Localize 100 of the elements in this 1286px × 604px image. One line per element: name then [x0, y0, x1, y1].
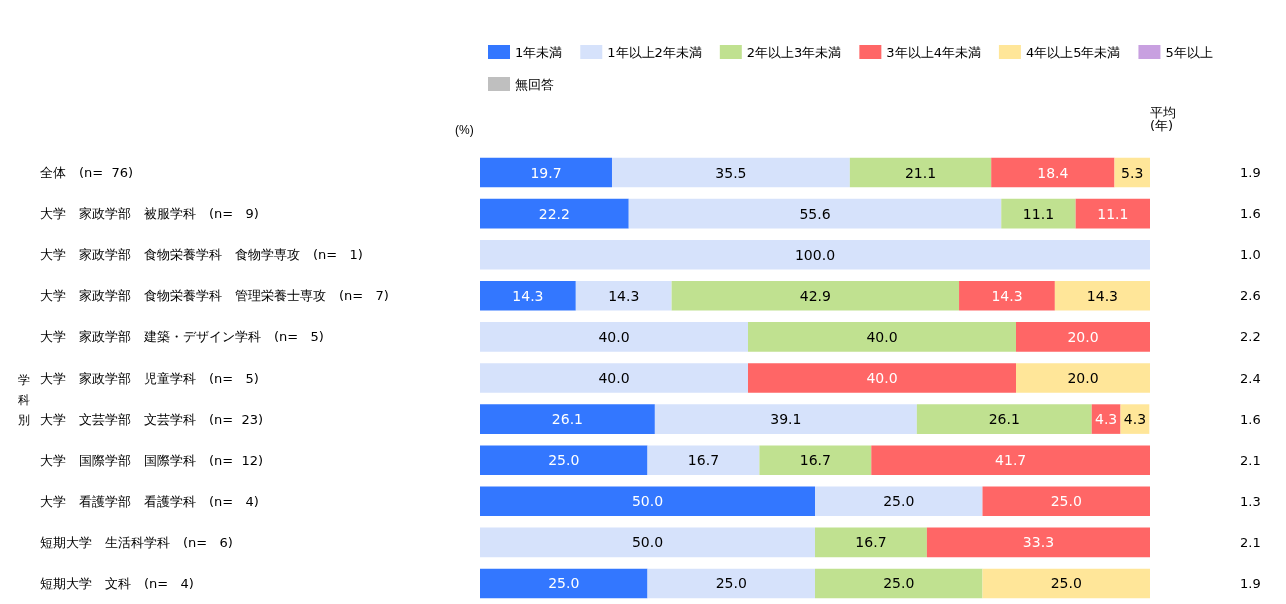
text: 学科別 — [18, 373, 30, 427]
data-label: 42.9 — [799, 287, 831, 304]
data-label: 11.1 — [1022, 205, 1055, 222]
y2-tick-label: 2.1 — [1240, 534, 1261, 550]
data-label: 4.3 — [1094, 411, 1118, 428]
bar — [1054, 281, 1150, 311]
data-label: 25.0 — [883, 493, 915, 510]
bar — [654, 404, 917, 434]
bar — [815, 568, 983, 599]
data-label: 35.5 — [715, 164, 747, 181]
y-tick-label: 大学 家政学部 食物栄養学科 食物学専攻 (n= 1) — [40, 247, 363, 263]
bar — [815, 486, 983, 517]
data-label: 16.7 — [855, 534, 887, 551]
data-label: 22.2 — [538, 205, 570, 222]
bar — [748, 322, 1016, 352]
bar — [1001, 198, 1076, 229]
y-tick-label: 大学 家政学部 建築・デザイン学科 (n= 5) — [40, 329, 324, 345]
data-label: 20.0 — [1067, 328, 1099, 345]
y2-tick-label: 2.2 — [1240, 329, 1261, 345]
bar — [611, 157, 850, 188]
y2-tick-label: 2.4 — [1240, 370, 1261, 386]
data-label: 21.1 — [904, 164, 937, 181]
legend-label: 1年以上2年未満 — [607, 44, 702, 60]
data-label: 16.7 — [687, 452, 720, 469]
data-label: 55.6 — [799, 205, 831, 222]
bar — [647, 568, 815, 599]
data-label: 14.3 — [608, 287, 640, 304]
data-label: 26.1 — [988, 411, 1020, 428]
y2-tick-label: 2.1 — [1240, 452, 1261, 468]
bar — [480, 568, 648, 599]
bar — [671, 281, 960, 311]
data-label: 39.1 — [770, 411, 802, 428]
bar — [628, 198, 1002, 229]
bar — [916, 404, 1092, 434]
y2-axis-title: 平均 (年) — [1150, 105, 1176, 133]
data-label: 20.0 — [1067, 370, 1099, 386]
data-label: 25.0 — [1050, 493, 1082, 510]
bar — [480, 198, 629, 229]
data-label: 40.0 — [866, 370, 898, 386]
legend-label: 3年以上4年未満 — [886, 44, 981, 60]
bar — [480, 322, 748, 352]
y2-tick-label: 1.3 — [1240, 493, 1261, 509]
y-tick-label: 全体 (n= 76) — [40, 165, 134, 181]
data-label: 40.0 — [598, 370, 630, 386]
y2-tick-label: 2.6 — [1240, 288, 1261, 304]
bar — [815, 527, 927, 558]
data-label: 14.3 — [512, 287, 544, 304]
data-label: 19.7 — [530, 164, 562, 181]
legend-label: 5年以上 — [1165, 44, 1213, 60]
bar — [480, 486, 815, 517]
data-label: 25.0 — [548, 452, 580, 469]
text: (%) — [455, 123, 474, 137]
y-tick-label: 大学 家政学部 被服学科 (n= 9) — [40, 206, 259, 222]
data-label: 16.7 — [799, 452, 831, 469]
y2-tick-label: 1.9 — [1240, 165, 1261, 181]
data-label: 25.0 — [1050, 575, 1082, 592]
y2-tick-label: 1.6 — [1240, 411, 1261, 427]
bar — [480, 445, 648, 475]
y-tick-label: 短期大学 文科 (n= 4) — [40, 575, 194, 591]
bar — [480, 363, 748, 393]
legend-label: 1年未満 — [515, 44, 563, 60]
bar — [849, 157, 992, 188]
bar — [575, 281, 672, 311]
y2-tick-label: 1.0 — [1240, 247, 1261, 263]
legend-label: 4年以上5年未満 — [1025, 44, 1121, 60]
bar — [748, 363, 1016, 393]
data-label: 25.0 — [715, 575, 747, 592]
data-label: 18.4 — [1037, 164, 1069, 181]
data-label: 33.3 — [1022, 534, 1055, 551]
bar — [926, 527, 1150, 558]
data-label: 40.0 — [866, 328, 898, 345]
bar — [480, 404, 655, 434]
bar — [991, 157, 1115, 188]
legend-label: 無回答 — [515, 76, 554, 92]
legend-label: 2年以上3年未満 — [746, 44, 842, 60]
data-label: 50.0 — [631, 493, 664, 510]
y-tick-label: 短期大学 生活科学科 (n= 6) — [40, 534, 233, 550]
data-label: 14.3 — [1086, 287, 1119, 304]
data-label: 100.0 — [794, 246, 836, 263]
bar — [1091, 404, 1121, 434]
data-label: 25.0 — [883, 575, 915, 592]
data-label: 5.3 — [1121, 164, 1144, 181]
bar — [480, 157, 612, 188]
data-label: 26.1 — [551, 411, 584, 428]
bar — [1016, 322, 1150, 352]
bar — [1075, 198, 1150, 229]
bar — [1016, 363, 1150, 393]
y-tick-label: 大学 国際学部 国際学科 (n= 12) — [40, 452, 264, 468]
data-label: 40.0 — [598, 328, 630, 345]
y2-tick-label: 1.6 — [1240, 206, 1261, 222]
bar — [1114, 157, 1150, 188]
y-tick-label: 大学 家政学部 児童学科 (n= 5) — [40, 370, 259, 386]
bar — [480, 239, 1150, 270]
bar — [982, 486, 1150, 517]
y-tick-label: 大学 看護学部 看護学科 (n= 4) — [40, 493, 259, 509]
y-tick-label: 大学 家政学部 食物栄養学科 管理栄養士専攻 (n= 7) — [40, 288, 389, 304]
data-label: 50.0 — [631, 534, 664, 551]
bar — [959, 281, 1055, 311]
bar — [871, 445, 1150, 475]
data-label: 4.3 — [1123, 411, 1147, 428]
